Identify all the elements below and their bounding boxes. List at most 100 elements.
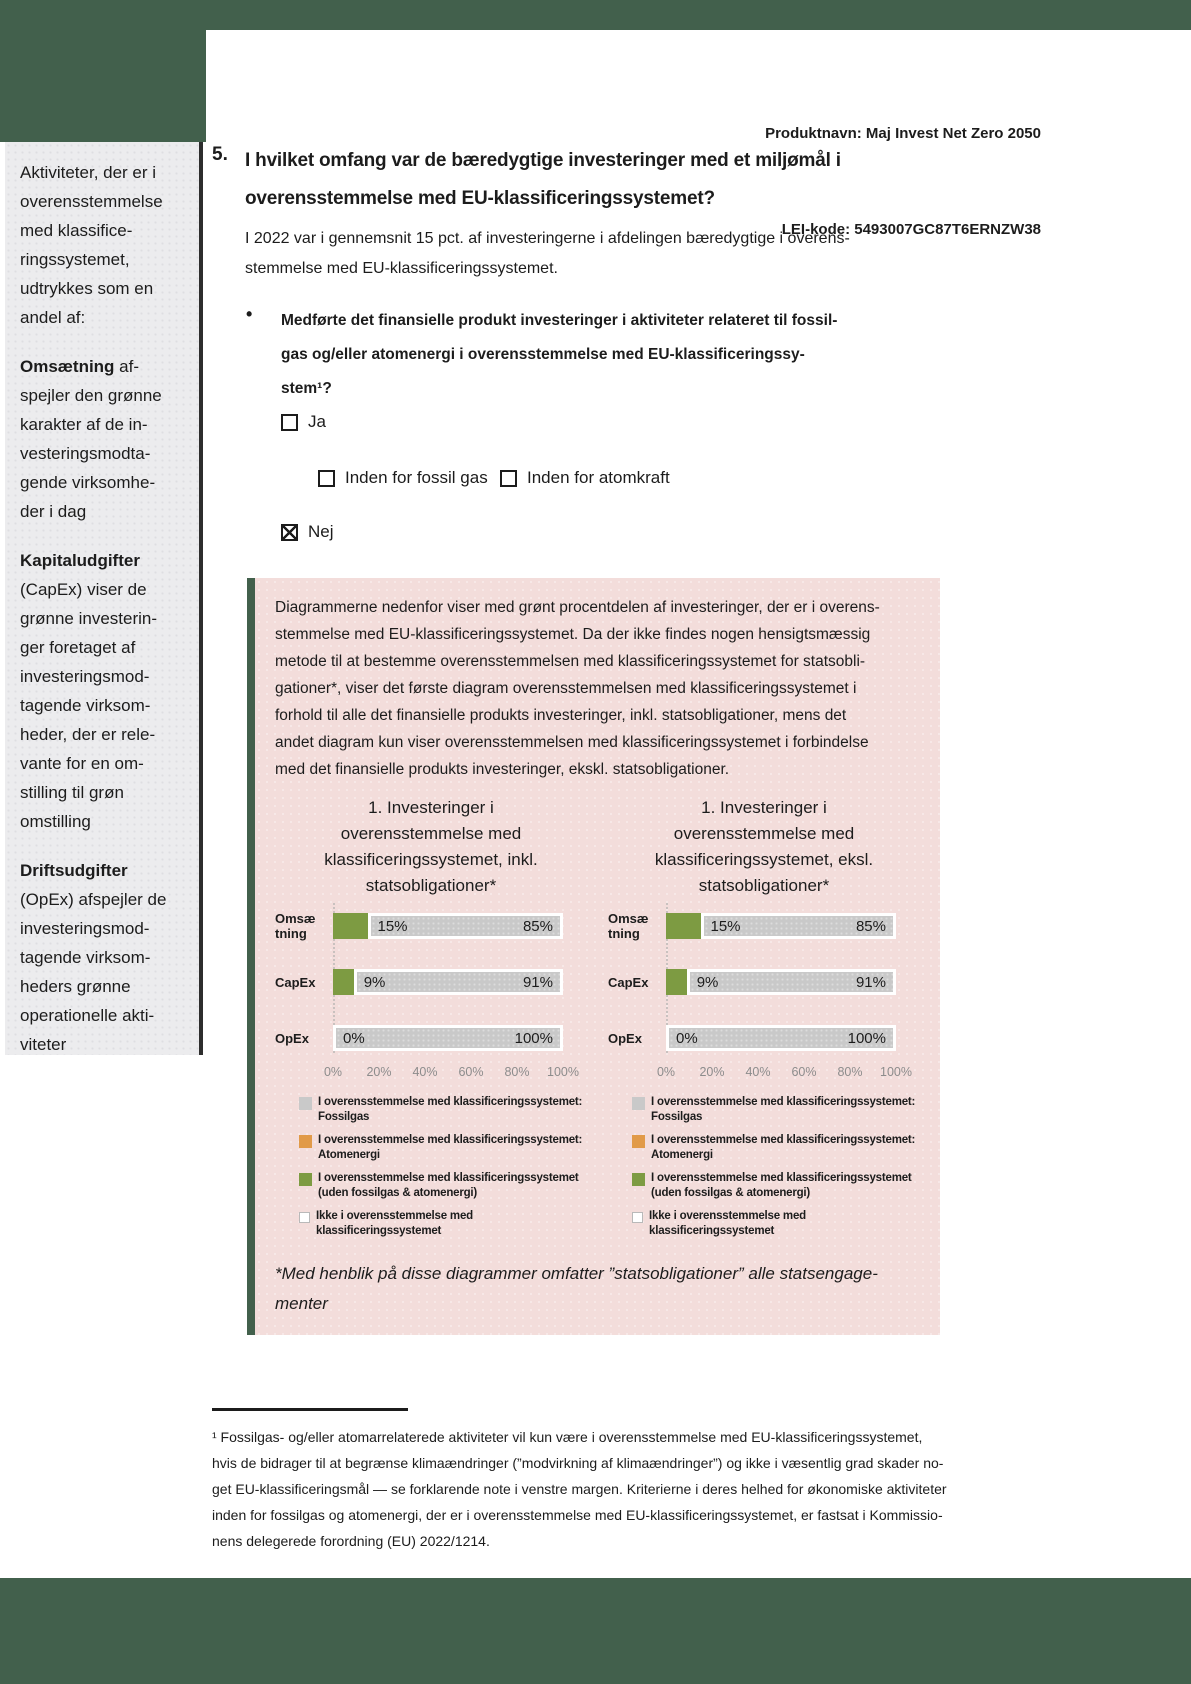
bar-segment-not-aligned: 15% 85% bbox=[367, 913, 563, 939]
chart-x-axis: 0% 20% 40% 60% 80% 100% bbox=[657, 1065, 920, 1081]
x-axis-tick: 20% bbox=[366, 1065, 392, 1079]
x-axis-tick: 80% bbox=[504, 1065, 530, 1079]
document-header: Produktnavn: Maj Invest Net Zero 2050 LE… bbox=[765, 54, 1041, 310]
checkbox-label-fossil-gas: Inden for fossil gas bbox=[345, 468, 488, 487]
chart-category-label: Omsæ tning bbox=[608, 911, 649, 941]
legend-item: I overensstemmelse med klassificeringssy… bbox=[632, 1171, 920, 1201]
checkbox-nej-checked[interactable] bbox=[281, 523, 298, 541]
x-axis-tick: 40% bbox=[412, 1065, 438, 1079]
checkbox-atomkraft[interactable] bbox=[500, 469, 517, 487]
bullet-item: • Medførte det finansielle produkt inves… bbox=[246, 304, 837, 406]
legend-swatch bbox=[632, 1173, 645, 1186]
legend-swatch bbox=[299, 1097, 312, 1110]
chart-row: OpEx 0% 100% bbox=[275, 1025, 587, 1051]
question-intro: I 2022 var i gennemsnit 15 pct. af inves… bbox=[245, 230, 850, 277]
chart-panel-intro: Diagrammerne nedenfor viser med grønt pr… bbox=[275, 599, 880, 778]
chart-bar: 9% 91% bbox=[333, 969, 563, 995]
x-axis-tick: 100% bbox=[880, 1065, 912, 1079]
bar-segment-taxonomy-aligned bbox=[333, 913, 368, 939]
bar-segment-not-aligned: 9% 91% bbox=[353, 969, 563, 995]
x-axis-tick: 80% bbox=[837, 1065, 863, 1079]
legend-item: Ikke i overensstemmelse med klassificeri… bbox=[299, 1209, 587, 1239]
bar-segment-not-aligned: 9% 91% bbox=[686, 969, 896, 995]
sidebar-text: (CapEx) viser de grønne investerin- ger … bbox=[20, 580, 158, 831]
chart-bar: 0% 100% bbox=[333, 1025, 563, 1051]
chart-legend: I overensstemmelse med klassificeringssy… bbox=[608, 1095, 920, 1239]
legend-swatch bbox=[632, 1135, 645, 1148]
legend-label: Ikke i overensstemmelse med klassificeri… bbox=[316, 1210, 473, 1237]
legend-label: I overensstemmelse med klassificeringssy… bbox=[651, 1134, 916, 1161]
chart-category-label: OpEx bbox=[275, 1030, 309, 1046]
legend-item: I overensstemmelse med klassificeringssy… bbox=[299, 1095, 587, 1125]
legend-swatch bbox=[299, 1212, 310, 1223]
top-left-green-block bbox=[0, 30, 206, 142]
chart-x-axis: 0% 20% 40% 60% 80% 100% bbox=[324, 1065, 587, 1081]
legend-item: I overensstemmelse med klassificeringssy… bbox=[632, 1095, 920, 1125]
x-axis-tick: 100% bbox=[547, 1065, 579, 1079]
chart-row: CapEx 9% 91% bbox=[275, 969, 587, 995]
chart-incl-statsobligationer: 1. Investeringer i overensstemmelse med … bbox=[275, 795, 587, 1247]
chart-plot-rows: Omsæ tning 15% 85% CapEx 9% 91% OpEx 0% 100% bbox=[608, 903, 920, 1053]
chart-bar: 15% 85% bbox=[333, 913, 563, 939]
chart-plot-rows: Omsæ tning 15% 85% CapEx 9% 91% OpEx 0% 100% bbox=[275, 903, 587, 1053]
question-title: I hvilket omfang var de bæredygtige inve… bbox=[245, 150, 841, 209]
legend-label: Ikke i overensstemmelse med klassificeri… bbox=[649, 1210, 806, 1237]
legend-label: I overensstemmelse med klassificeringssy… bbox=[651, 1096, 916, 1123]
sidebar-term-driftsudgifter: Driftsudgifter bbox=[20, 861, 128, 880]
legend-label: I overensstemmelse med klassificeringssy… bbox=[651, 1172, 912, 1199]
explanatory-sidebar: Aktiviteter, der er i overensstemmelse m… bbox=[5, 142, 203, 1055]
document-page: Produktnavn: Maj Invest Net Zero 2050 LE… bbox=[0, 30, 1191, 1578]
statsobligationer-note: *Med henblik på disse diagrammer omfatte… bbox=[275, 1264, 878, 1313]
legend-item: I overensstemmelse med klassificeringssy… bbox=[299, 1171, 587, 1201]
bar-rest-label: 91% bbox=[855, 973, 886, 991]
x-axis-tick: 0% bbox=[323, 1065, 343, 1079]
bar-value-label: 9% bbox=[696, 973, 719, 991]
x-axis-tick: 0% bbox=[656, 1065, 676, 1079]
checkbox-label-ja: Ja bbox=[308, 412, 326, 431]
checkbox-label-atomkraft: Inden for atomkraft bbox=[527, 468, 670, 487]
bar-rest-label: 85% bbox=[855, 917, 886, 935]
chart-bar: 15% 85% bbox=[666, 913, 896, 939]
question-number: 5. bbox=[212, 144, 228, 165]
chart-row: OpEx 0% 100% bbox=[608, 1025, 920, 1051]
legend-item: Ikke i overensstemmelse med klassificeri… bbox=[632, 1209, 920, 1239]
x-axis-tick: 60% bbox=[458, 1065, 484, 1079]
bullet-question-text: Medførte det finansielle produkt investe… bbox=[281, 312, 838, 397]
checkbox-row-fossil-gas: Inden for fossil gas bbox=[318, 468, 488, 488]
chart-bar: 9% 91% bbox=[666, 969, 896, 995]
bar-rest-label: 85% bbox=[522, 917, 553, 935]
bar-segment-taxonomy-aligned bbox=[333, 969, 354, 995]
sidebar-term-kapitaludgifter: Kapitaludgifter bbox=[20, 551, 140, 570]
bar-value-label: 15% bbox=[710, 917, 741, 935]
sidebar-text: (OpEx) afspejler de investeringsmod- tag… bbox=[20, 890, 167, 1054]
legend-label: I overensstemmelse med klassificeringssy… bbox=[318, 1172, 579, 1199]
bar-segment-taxonomy-aligned bbox=[666, 969, 687, 995]
product-name: Produktnavn: Maj Invest Net Zero 2050 bbox=[765, 125, 1041, 142]
chart-title: 1. Investeringer i overensstemmelse med … bbox=[324, 798, 538, 895]
bar-rest-label: 100% bbox=[514, 1029, 553, 1047]
legend-item: I overensstemmelse med klassificeringssy… bbox=[632, 1133, 920, 1163]
sidebar-paragraph-driftsudgifter: Driftsudgifter (OpEx) afspejler de inves… bbox=[20, 856, 184, 1059]
sidebar-intro: Aktiviteter, der er i overensstemmelse m… bbox=[20, 163, 163, 327]
checkbox-ja[interactable] bbox=[281, 413, 298, 431]
footnote-divider bbox=[212, 1408, 408, 1411]
chart-category-label: Omsæ tning bbox=[275, 911, 316, 941]
checkbox-row-atomkraft: Inden for atomkraft bbox=[500, 468, 670, 488]
bar-value-label: 9% bbox=[363, 973, 386, 991]
sidebar-paragraph-omsaetning: Omsætning af- spejler den grønne karakte… bbox=[20, 352, 184, 526]
chart-legend: I overensstemmelse med klassificeringssy… bbox=[275, 1095, 587, 1239]
bar-segment-not-aligned: 0% 100% bbox=[666, 1025, 896, 1051]
sidebar-text: af- spejler den grønne karakter af de in… bbox=[20, 357, 162, 521]
bar-value-label: 0% bbox=[343, 1029, 365, 1047]
chart-category-label: CapEx bbox=[275, 974, 316, 990]
bar-value-label: 15% bbox=[377, 917, 408, 935]
x-axis-tick: 40% bbox=[745, 1065, 771, 1079]
checkbox-fossil-gas[interactable] bbox=[318, 469, 335, 487]
legend-swatch bbox=[299, 1173, 312, 1186]
checkbox-row-nej: Nej bbox=[281, 522, 334, 542]
legend-swatch bbox=[299, 1135, 312, 1148]
x-axis-tick: 20% bbox=[699, 1065, 725, 1079]
legend-swatch bbox=[632, 1097, 645, 1110]
bar-segment-not-aligned: 0% 100% bbox=[333, 1025, 563, 1051]
